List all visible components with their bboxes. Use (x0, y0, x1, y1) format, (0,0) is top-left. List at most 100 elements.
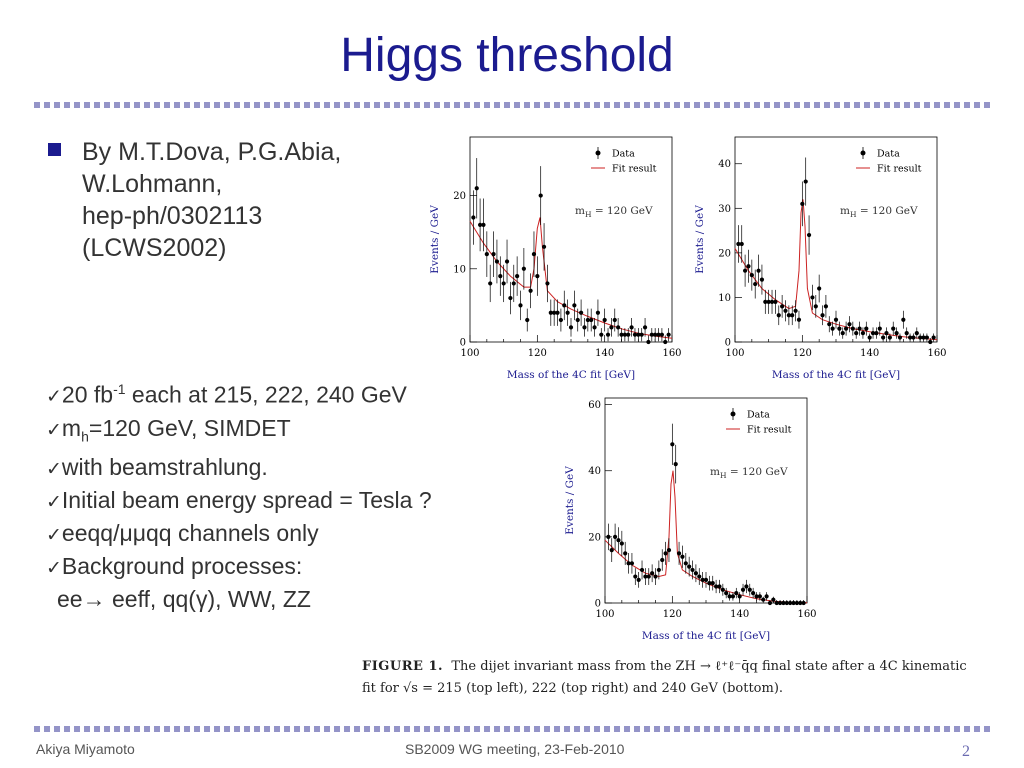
y-tick-label: 10 (453, 264, 466, 275)
mass-plot-222: 100 120 140 160 0 10 20 30 40 Mass of the 4C fit … (694, 136, 947, 381)
checklist-item: ✓with beamstrahlung. (46, 454, 268, 481)
data-point (757, 594, 762, 599)
mass-plot-240: 100 120 140 160 0 20 40 60 Mass of the 4C fit [G… (564, 397, 817, 642)
x-tick-label: 140 (595, 348, 614, 359)
data-point (660, 557, 665, 563)
data-point (683, 561, 688, 566)
data-point (918, 335, 923, 340)
data-point (764, 594, 769, 599)
y-tick-label: 10 (718, 293, 731, 304)
data-point (508, 295, 513, 301)
slide-title: Higgs threshold (340, 29, 674, 82)
data-point (616, 325, 621, 330)
y-axis-label: Events / GeV (429, 205, 441, 274)
data-point (687, 564, 692, 569)
data-point (827, 322, 832, 327)
data-point (771, 597, 776, 602)
check-icon: ✓ (46, 557, 62, 580)
data-point (901, 317, 906, 322)
data-point (773, 299, 778, 304)
condition-checklist: ✓20 fb-1 each at 215, 222, 240 GeV ✓mh=1… (46, 374, 432, 615)
data-point (754, 594, 759, 599)
data-point (673, 462, 678, 467)
data-point (676, 551, 682, 556)
data-point (481, 222, 486, 227)
data-point (494, 259, 500, 264)
data-point (538, 193, 543, 198)
data-point (623, 551, 628, 556)
data-point (697, 574, 702, 579)
data-point (897, 335, 903, 340)
reference-line: hep-ph/0302113 (82, 202, 263, 230)
y-tick-label: 20 (718, 248, 731, 259)
data-point (528, 288, 533, 293)
data-point (653, 332, 658, 337)
title-divider (34, 102, 990, 108)
data-point (511, 281, 516, 286)
data-point (914, 330, 919, 336)
y-tick-label: 20 (588, 532, 601, 543)
data-point (474, 186, 479, 191)
data-point (830, 326, 835, 331)
data-point (582, 325, 587, 330)
data-point (602, 317, 607, 323)
data-point (548, 310, 553, 315)
data-point (740, 587, 746, 592)
data-point (911, 335, 916, 340)
checklist-item: ✓eeqq/μμqq channels only (46, 520, 319, 547)
data-point (558, 317, 563, 323)
data-point (784, 600, 789, 606)
mass-plot-215: 100 120 140 160 0 10 20 Mass of the 4C fit [GeV… (429, 136, 682, 381)
data-point (798, 600, 803, 606)
data-point (609, 547, 614, 553)
data-point (643, 574, 648, 579)
data-point (642, 325, 648, 330)
data-point (680, 554, 685, 559)
caption-text: The dijet invariant mass from the ZH → ℓ… (451, 659, 967, 674)
y-tick-label: 20 (453, 191, 466, 202)
data-point (724, 590, 729, 596)
data-point (589, 317, 594, 323)
data-point (904, 330, 909, 336)
data-point (552, 310, 557, 315)
footer-divider (34, 726, 990, 732)
data-point (646, 574, 651, 579)
caption-label: FIGURE 1. (362, 659, 444, 674)
mass-annotation: mH = 120 GeV (575, 205, 653, 219)
reference-line: W.Lohmann, (82, 170, 223, 198)
x-axis-label: Mass of the 4C fit [GeV] (642, 630, 770, 642)
data-point (743, 268, 748, 273)
x-tick-label: 120 (793, 348, 812, 359)
data-point (636, 577, 641, 582)
data-point (737, 594, 742, 599)
data-point (545, 281, 550, 286)
checklist-item: ✓mh=120 GeV, SIMDET (46, 414, 291, 445)
square-bullet-icon (48, 143, 61, 156)
data-point (629, 325, 634, 330)
data-point (613, 534, 618, 539)
data-point (636, 332, 641, 337)
x-axis-label: Mass of the 4C fit [GeV] (772, 369, 900, 381)
data-point (619, 541, 624, 546)
data-point (626, 332, 631, 337)
data-point (794, 600, 799, 606)
data-point (605, 332, 611, 337)
y-tick-label: 40 (588, 466, 601, 477)
data-point (767, 600, 773, 606)
y-tick-label: 30 (718, 204, 731, 215)
data-point (616, 538, 621, 543)
data-point (562, 303, 567, 308)
y-tick-label: 40 (718, 159, 731, 170)
data-point (521, 266, 526, 271)
data-point (844, 326, 849, 331)
data-point (488, 281, 493, 286)
data-point (786, 313, 791, 318)
data-point (783, 308, 788, 313)
data-point (656, 332, 661, 337)
legend-label: Data (747, 410, 770, 421)
fit-curve (734, 199, 938, 341)
x-tick-label: 140 (860, 348, 879, 359)
data-point (541, 244, 547, 249)
data-point (714, 584, 719, 589)
data-point (921, 335, 926, 340)
